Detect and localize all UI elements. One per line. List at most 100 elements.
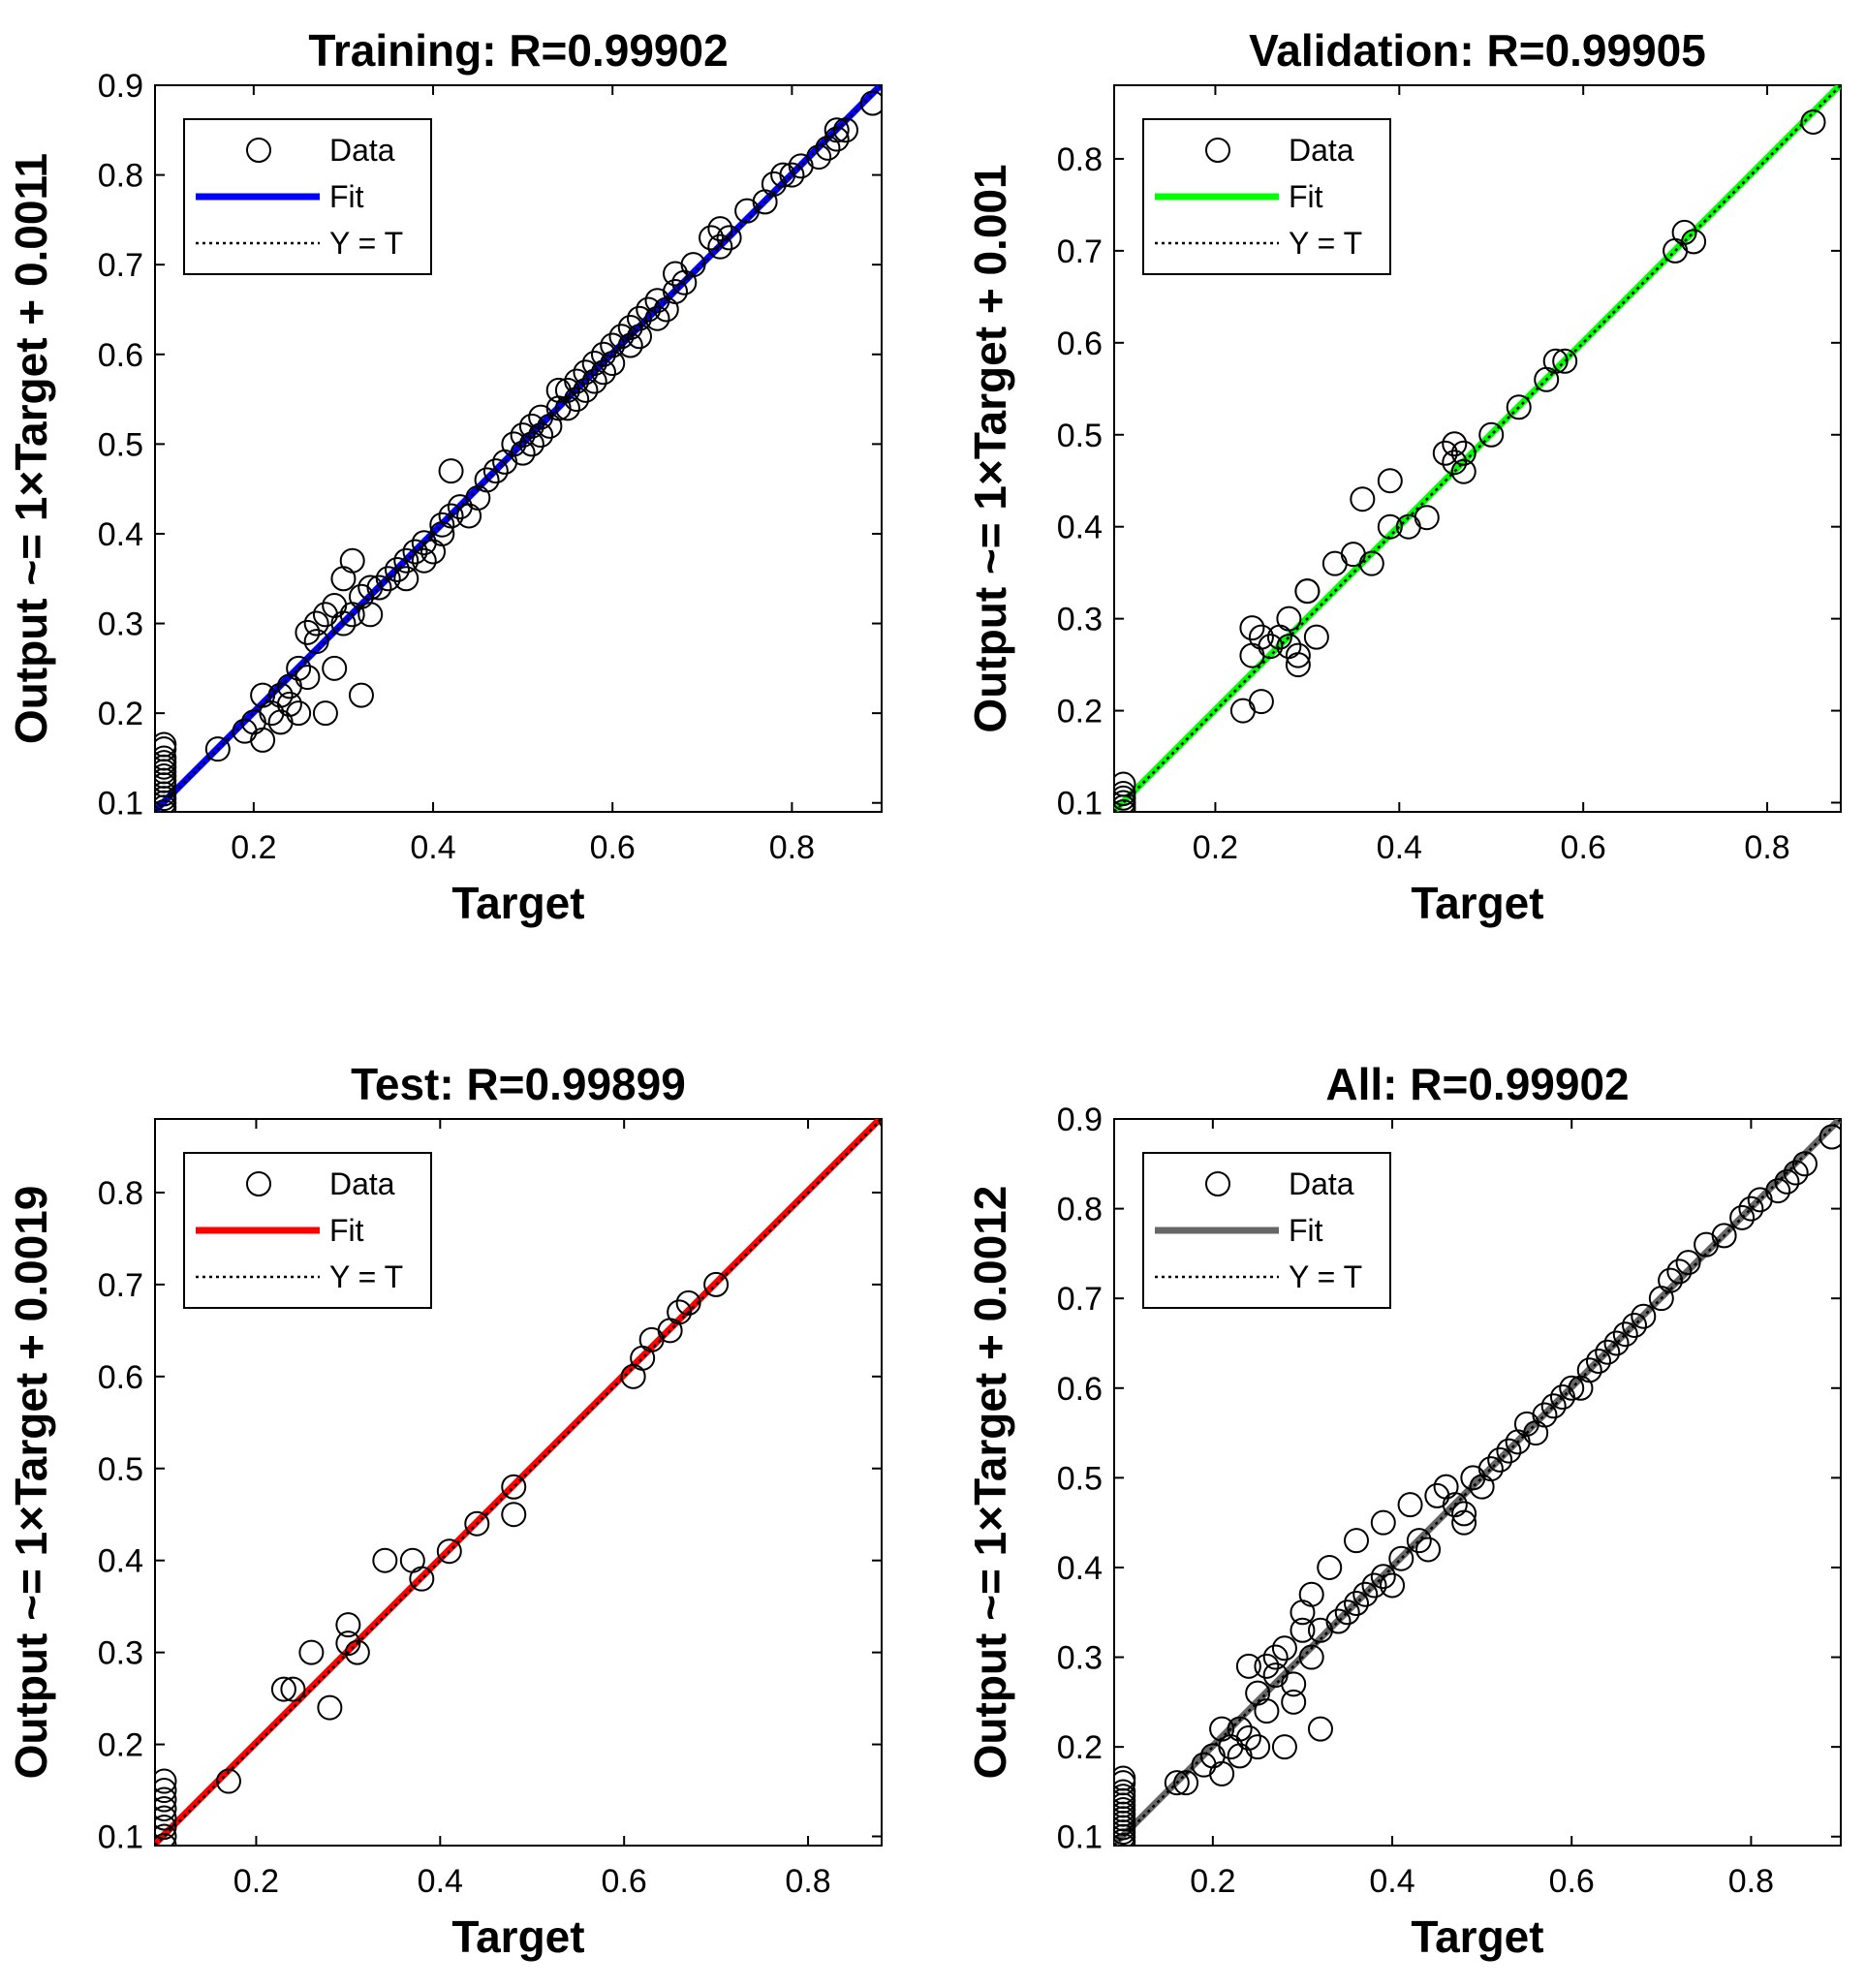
data-point xyxy=(1173,1770,1199,1796)
legend-data-label: Data xyxy=(1289,1166,1354,1201)
data-point xyxy=(824,117,850,143)
x-tick-label: 0.6 xyxy=(602,1863,647,1900)
data-point xyxy=(1361,1572,1387,1599)
data-point xyxy=(1532,1402,1558,1428)
data-point xyxy=(385,557,410,582)
panel-title: Validation: R=0.99905 xyxy=(1249,25,1706,76)
data-point xyxy=(1774,1168,1800,1195)
data-point xyxy=(482,458,509,484)
panel-2: Validation: R=0.99905 0.2 0.4 0.6 0.8 0.1 0.2 0… xyxy=(965,25,1842,928)
y-tick-label: 0.2 xyxy=(98,1727,143,1764)
data-point xyxy=(564,368,590,394)
legend: Data Fit Y = T xyxy=(1142,1152,1391,1309)
data-point xyxy=(1738,1196,1764,1222)
legend-fit-label: Fit xyxy=(1289,179,1323,214)
y-axis-label: Output ~= 1×Target + 0.0019 xyxy=(6,1186,56,1780)
data-point xyxy=(1388,1545,1414,1571)
data-point xyxy=(1358,550,1384,576)
fit-line xyxy=(155,1119,882,1846)
x-tick-label: 0.8 xyxy=(1728,1863,1774,1900)
data-point xyxy=(344,1639,370,1665)
data-point xyxy=(155,731,177,758)
y-tick-label: 0.7 xyxy=(98,247,143,284)
data-point xyxy=(1114,1765,1136,1791)
y-tick-label: 0.1 xyxy=(98,786,143,823)
x-tick-label: 0.2 xyxy=(1190,1863,1235,1900)
data-point xyxy=(1298,1581,1324,1607)
data-point xyxy=(1370,1509,1396,1536)
data-point xyxy=(859,90,882,116)
data-point xyxy=(1442,431,1468,457)
data-point xyxy=(663,278,689,304)
y-tick-label: 0.3 xyxy=(98,606,143,643)
data-point xyxy=(1114,794,1136,812)
data-point xyxy=(1114,781,1136,807)
x-tick-label: 0.4 xyxy=(1369,1863,1414,1900)
data-point xyxy=(1576,1357,1602,1383)
data-point xyxy=(703,1271,730,1297)
legend-fit-label: Fit xyxy=(1289,1213,1323,1248)
data-point xyxy=(1298,1644,1324,1670)
data-point xyxy=(155,799,177,812)
y-tick-label: 0.6 xyxy=(1057,1371,1103,1408)
x-tick-label: 0.2 xyxy=(231,829,276,866)
data-point xyxy=(617,332,643,358)
data-point xyxy=(1114,1792,1136,1818)
y-tick-label: 0.3 xyxy=(98,1635,143,1672)
plot-area xyxy=(1114,1119,1841,1846)
x-axis-label: Target xyxy=(451,878,584,928)
data-point xyxy=(1478,421,1505,448)
plot-area xyxy=(155,85,882,812)
data-point xyxy=(627,324,652,350)
data-point xyxy=(372,1547,398,1573)
data-point xyxy=(155,759,177,785)
y-tick-label: 0.8 xyxy=(98,1175,143,1212)
data-point xyxy=(322,655,348,681)
data-point xyxy=(1245,1734,1271,1760)
data-point xyxy=(155,767,177,793)
data-point xyxy=(1276,606,1302,632)
data-point xyxy=(429,512,455,538)
y-tick-label: 0.1 xyxy=(1057,786,1103,823)
data-point xyxy=(644,305,670,331)
y-tick-label: 0.6 xyxy=(98,337,143,374)
data-point xyxy=(1235,1724,1261,1751)
y-tick-label: 0.7 xyxy=(98,1267,143,1304)
data-point xyxy=(276,691,302,717)
data-point xyxy=(590,359,616,386)
y-tick-label: 0.2 xyxy=(1057,1729,1103,1766)
y-tick-label: 0.5 xyxy=(98,426,143,463)
y-tick-label: 0.4 xyxy=(1057,510,1103,546)
data-point xyxy=(1783,1160,1809,1186)
data-point xyxy=(1254,1653,1280,1679)
legend-data-label: Data xyxy=(1289,133,1354,168)
legend-identity-label: Y = T xyxy=(329,1259,403,1294)
identity-line xyxy=(155,1119,882,1846)
data-point xyxy=(339,547,365,574)
data-point xyxy=(1800,109,1826,135)
data-point xyxy=(1595,1339,1621,1365)
data-point xyxy=(1114,1784,1136,1810)
legend-identity-label: Y = T xyxy=(329,226,403,261)
legend-data-label: Data xyxy=(329,1166,395,1201)
x-tick-label: 0.2 xyxy=(233,1863,279,1900)
data-point xyxy=(581,368,607,394)
data-point xyxy=(303,629,329,655)
y-tick-label: 0.7 xyxy=(1057,233,1103,270)
x-tick-label: 0.6 xyxy=(1549,1863,1595,1900)
data-point xyxy=(806,144,832,171)
data-point xyxy=(1451,1509,1477,1536)
data-point xyxy=(317,1694,343,1721)
data-point xyxy=(1450,440,1476,466)
data-point xyxy=(518,413,544,439)
data-point xyxy=(1317,1554,1343,1580)
data-point xyxy=(590,341,616,367)
data-point xyxy=(155,786,177,812)
data-point xyxy=(510,422,536,449)
data-point xyxy=(1290,1617,1316,1643)
data-point xyxy=(1477,1456,1504,1482)
y-tick-label: 0.4 xyxy=(1057,1550,1103,1587)
panel-title: All: R=0.99902 xyxy=(1325,1059,1629,1109)
data-point xyxy=(832,117,858,143)
y-tick-label: 0.1 xyxy=(1057,1819,1103,1856)
